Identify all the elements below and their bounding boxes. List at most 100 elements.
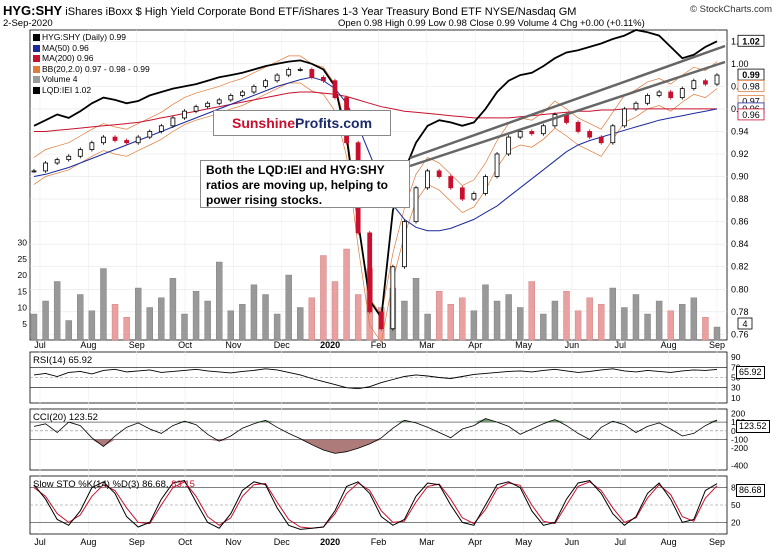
x-tick-label-bottom: Sep: [129, 537, 145, 547]
volume-bar: [53, 281, 61, 341]
x-tick-label-bottom: Jul: [615, 537, 627, 547]
price-candle: [471, 193, 477, 200]
x-tick-label: Apr: [468, 340, 482, 350]
volume-bar: [482, 284, 489, 341]
price-badge-box: [737, 34, 765, 47]
price-candle: [43, 162, 48, 172]
volume-bar: [297, 307, 304, 341]
x-tick-label: Jul: [615, 340, 627, 350]
cci-title: CCI(20) 123.52: [33, 412, 98, 423]
volume-bar: [204, 300, 211, 341]
copyright: © StockCharts.com: [690, 4, 772, 15]
sto-k-line: [33, 480, 718, 530]
x-tick-label-bottom: Sep: [709, 537, 725, 547]
volume-bar: [713, 326, 721, 341]
volume-bar: [262, 294, 269, 341]
y-tick-label: 0.92: [731, 149, 749, 159]
volume-tick-label: 10: [18, 303, 28, 313]
volume-bar: [308, 297, 316, 341]
volume-bar: [65, 320, 72, 341]
x-tick-label-bottom: Apr: [468, 537, 482, 547]
price-candle: [378, 311, 384, 330]
cci-negative-fill: [34, 439, 717, 454]
volume-bar: [158, 297, 165, 341]
price-candle: [425, 170, 430, 189]
close-value: 0.99: [496, 18, 516, 29]
volume-bar: [551, 300, 559, 341]
legend-entry: MA(50) 0.96: [33, 43, 150, 54]
volume-bar: [644, 313, 651, 341]
sto-tick-label: 20: [731, 517, 741, 527]
x-tick-label: 2020: [320, 340, 340, 350]
sto-tick-label: 50: [731, 500, 741, 510]
exchange: NYSE/Nasdaq GM: [484, 6, 577, 18]
price-badge: 0.97: [742, 97, 760, 107]
price-candle: [402, 221, 407, 268]
price-candle: [332, 80, 338, 99]
price-candle: [633, 102, 639, 110]
volume-bar: [239, 304, 246, 341]
volume-label: Volume: [517, 18, 550, 29]
volume-bar: [273, 313, 281, 341]
price-candle: [147, 131, 153, 138]
rsi-badge: 65.92: [736, 366, 765, 379]
price-candle: [112, 136, 118, 141]
volume-bar: [621, 307, 628, 341]
price-badge: 0.96: [742, 110, 760, 120]
price-candle: [205, 102, 211, 108]
volume-tick-label: 30: [18, 238, 28, 248]
close-label: Close: [469, 18, 494, 29]
ohlc-readout: Open 0.98 High 0.99 Low 0.98 Close 0.99 …: [338, 18, 645, 29]
volume-badge: 4: [742, 319, 747, 329]
price-badge: 0.99: [742, 70, 760, 80]
x-tick-label: Aug: [661, 340, 677, 350]
volume-bar: [505, 294, 512, 341]
price-candle: [529, 131, 535, 135]
volume-bar: [181, 313, 188, 341]
volume-bar: [667, 310, 674, 341]
volume-bar: [517, 307, 524, 341]
ma200-line: [34, 91, 717, 132]
annotation-box: Both the LQD:IEI and HYG:SHY ratios are …: [200, 160, 410, 208]
volume-bar: [563, 291, 570, 341]
volume-bar: [609, 287, 617, 341]
volume-tick-label: 15: [18, 286, 28, 296]
price-candle: [31, 170, 37, 173]
volume-bar: [227, 310, 234, 341]
x-tick-label: Oct: [178, 340, 193, 350]
volume-bar: [459, 297, 466, 341]
volume-bar: [320, 255, 327, 341]
price-candle: [297, 69, 303, 71]
price-candle: [89, 142, 95, 150]
x-tick-label-bottom: Aug: [80, 537, 96, 547]
volume-bar: [412, 278, 420, 341]
x-tick-label-bottom: Jun: [565, 537, 580, 547]
price-candle: [587, 131, 593, 138]
price-candle: [309, 69, 315, 78]
legend-label: Volume 4: [42, 74, 78, 84]
x-tick-label-bottom: Mar: [419, 537, 435, 547]
price-candle: [668, 91, 674, 99]
rsi-title: RSI(14) 65.92: [33, 355, 93, 366]
symbol-description: iShares iBoxx $ High Yield Corporate Bon…: [65, 6, 482, 18]
price-candle: [679, 88, 685, 99]
price-candle: [170, 117, 176, 127]
trendline-lower: [409, 60, 726, 168]
volume-bar: [702, 317, 709, 341]
price-candle: [494, 153, 500, 177]
price-candle: [621, 108, 627, 127]
legend-entry: Volume 4: [33, 74, 150, 85]
price-candle: [228, 94, 234, 101]
price-candle: [251, 85, 257, 93]
volume-bar: [493, 300, 501, 341]
volume-bar: [586, 297, 593, 341]
price-badge-box: [737, 108, 765, 121]
price-candle: [714, 74, 720, 85]
volume-bar: [354, 294, 362, 341]
sto-badge: 86.68: [736, 484, 765, 497]
volume-tick-label: 5: [22, 319, 27, 329]
price-candle: [54, 159, 60, 164]
x-tick-label: Dec: [274, 340, 291, 350]
price-candle: [274, 74, 280, 82]
x-tick-label-bottom: Jul: [34, 537, 46, 547]
